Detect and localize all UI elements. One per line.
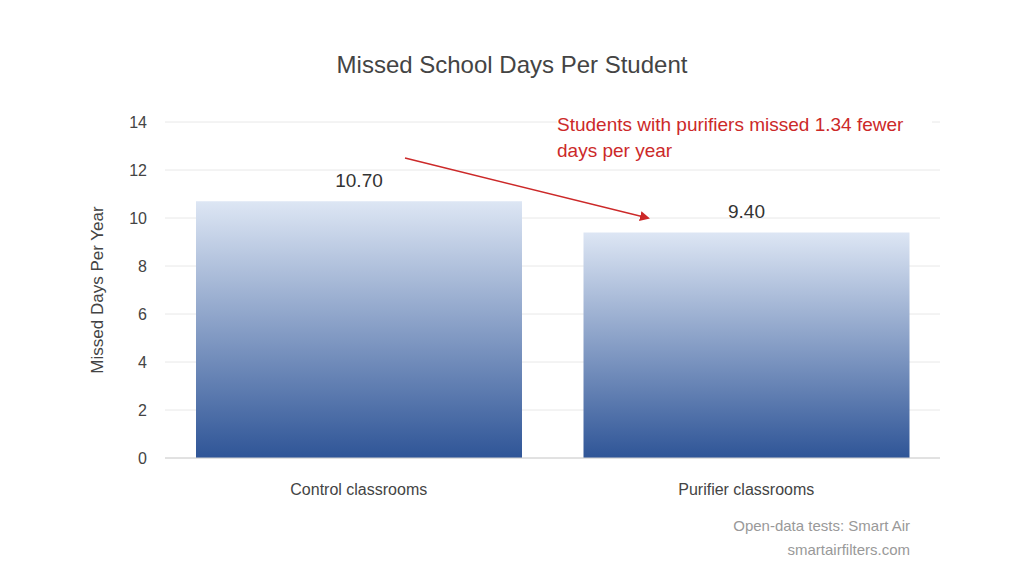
svg-text:10.70: 10.70: [335, 170, 383, 191]
svg-text:14: 14: [129, 114, 147, 131]
svg-text:8: 8: [138, 258, 147, 275]
svg-text:0: 0: [138, 450, 147, 467]
svg-text:6: 6: [138, 306, 147, 323]
html-text:Open-data tests: Smart Air: Open-data tests: Smart Air: [733, 517, 910, 534]
html-text:Missed School Days Per Student: Missed School Days Per Student: [336, 51, 688, 78]
svg-text:4: 4: [138, 354, 147, 371]
svg-text:2: 2: [138, 402, 147, 419]
svg-text:9.40: 9.40: [728, 201, 765, 222]
svg-text:12: 12: [129, 162, 147, 179]
html-text:Students with purifiers missed: Students with purifiers missed 1.34 fewe…: [557, 114, 904, 161]
svg-text:Purifier classrooms: Purifier classrooms: [678, 481, 814, 498]
html-text:smartairfilters.com: smartairfilters.com: [787, 541, 910, 558]
svg-text:Missed Days Per Year: Missed Days Per Year: [88, 206, 107, 374]
svg-text:Control classrooms: Control classrooms: [290, 481, 427, 498]
svg-text:10: 10: [129, 210, 147, 227]
